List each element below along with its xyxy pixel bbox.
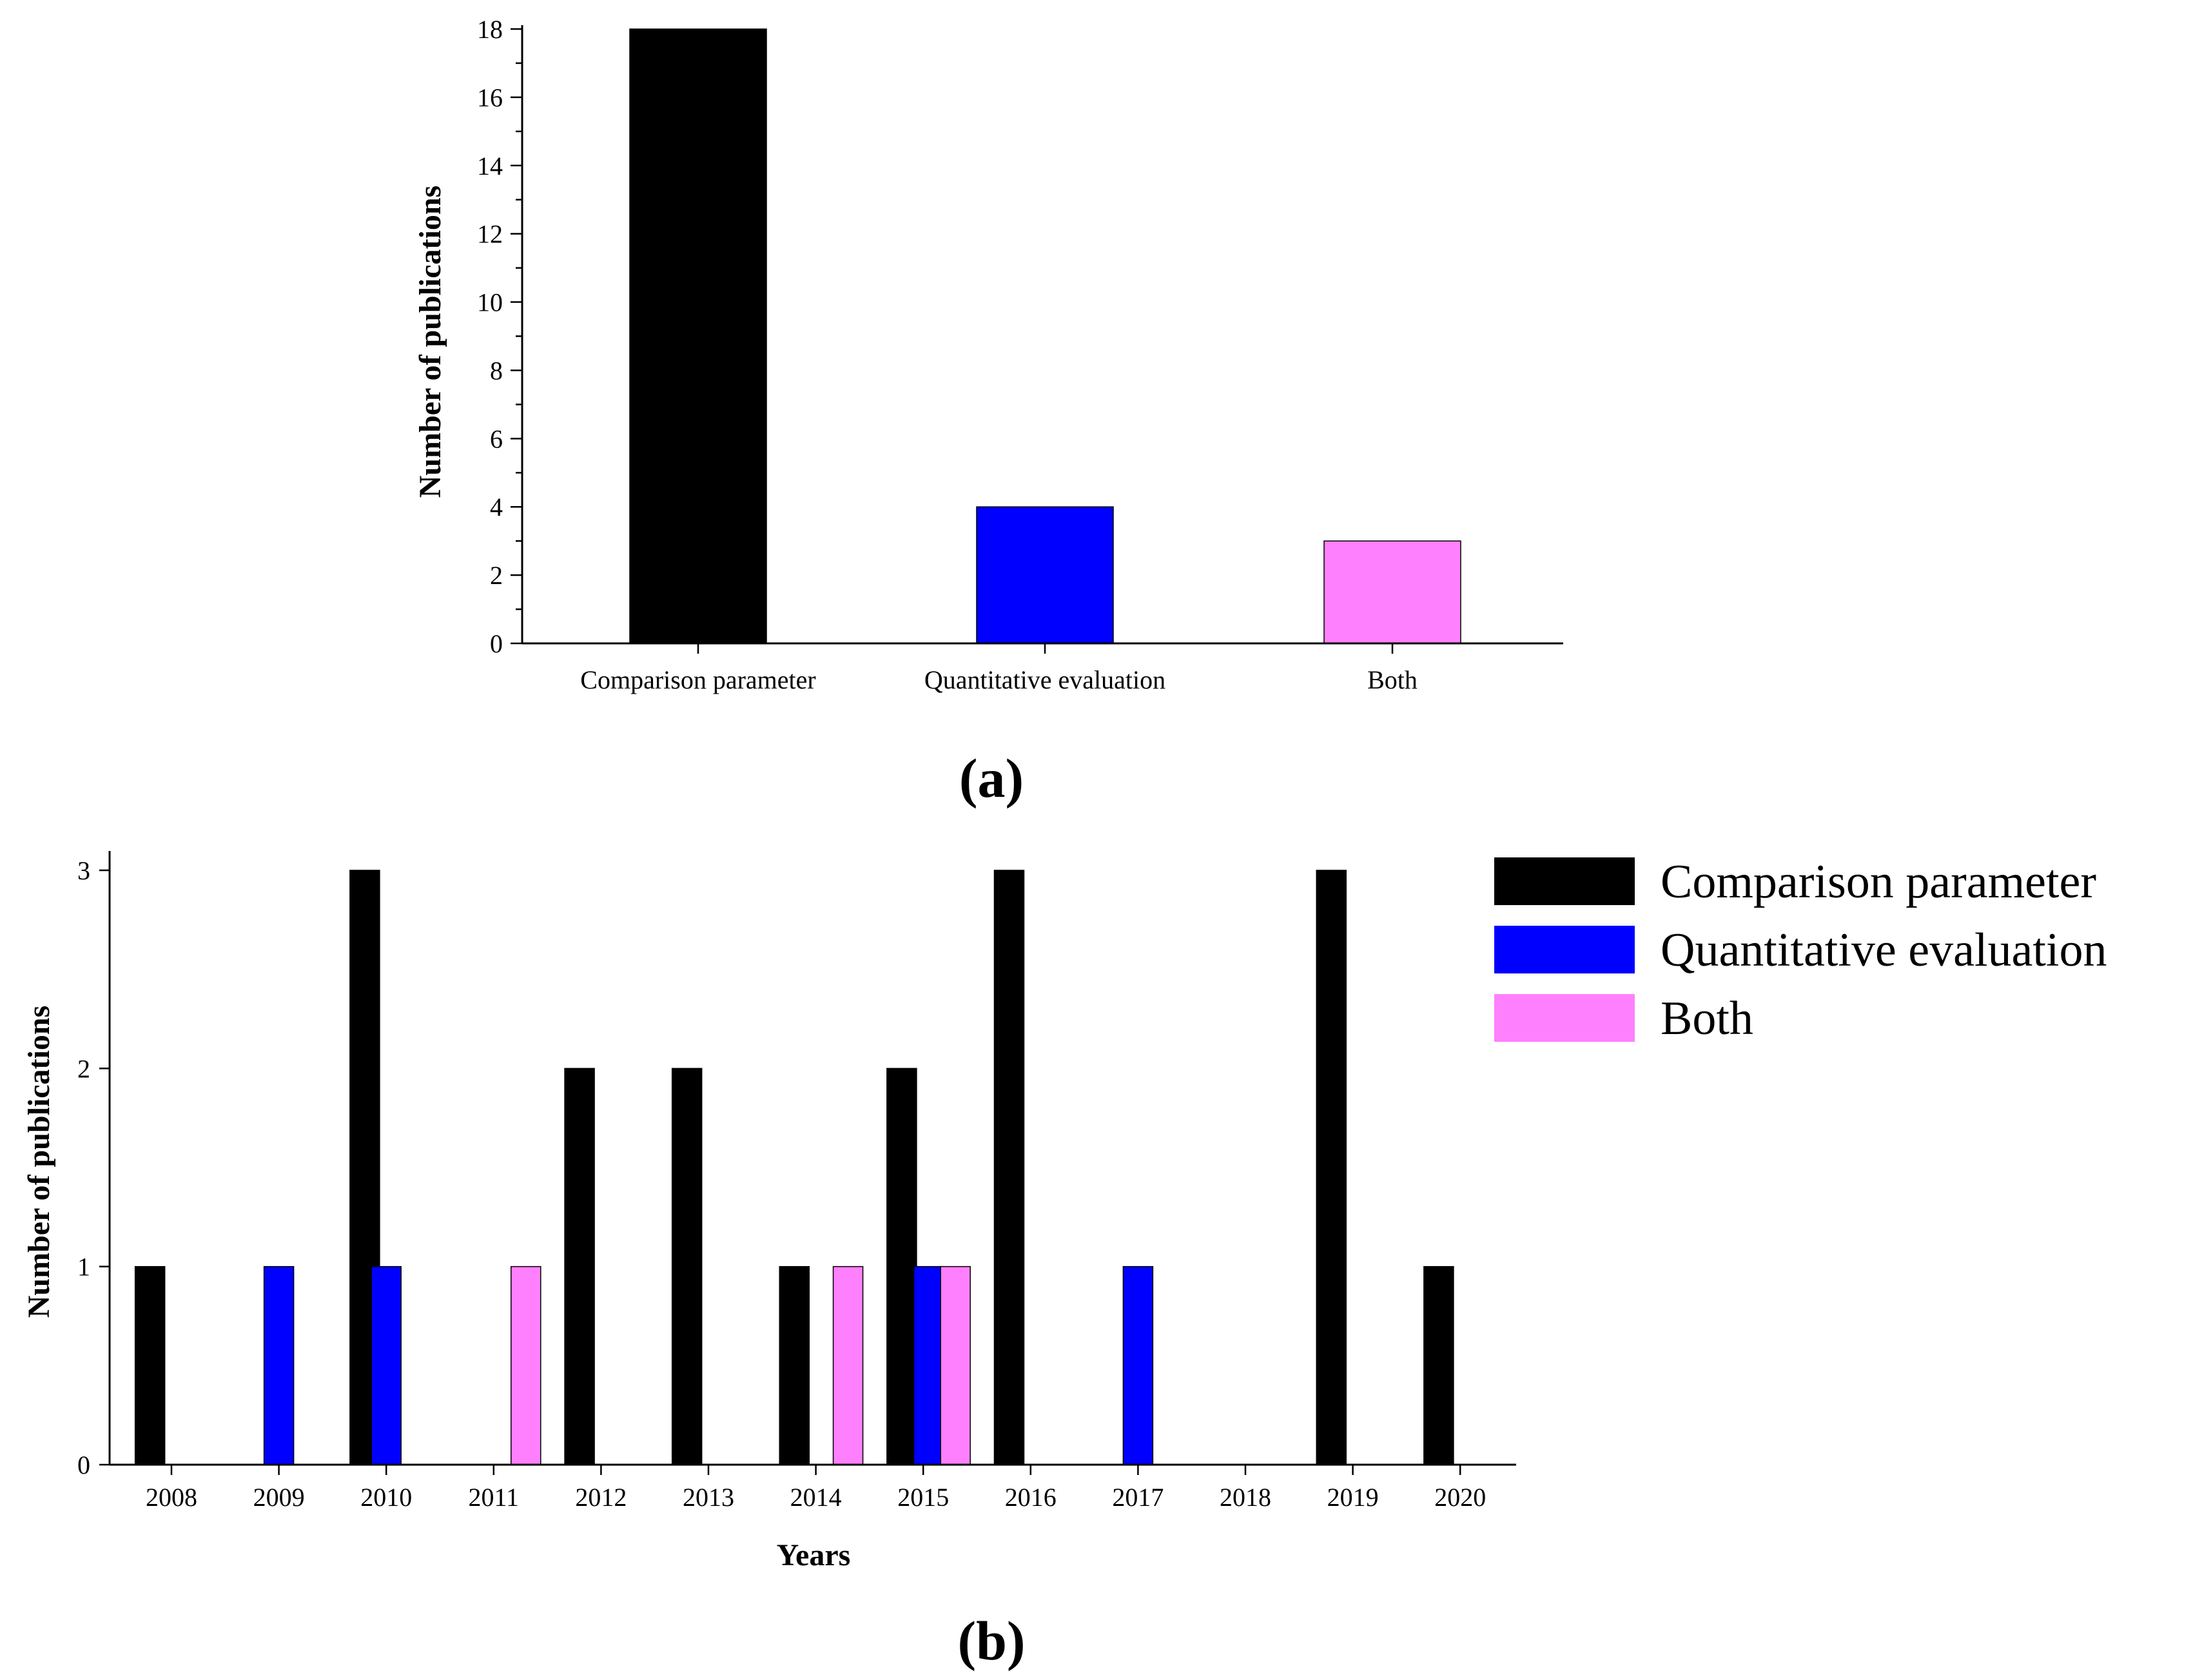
y-tick-label: 0 [77,1450,90,1480]
y-tick-label: 3 [77,856,90,885]
y-tick-label: 0 [490,629,503,658]
x-tick-label: 2016 [1005,1483,1057,1512]
bar-comparison-parameter-2020 [1423,1265,1454,1465]
y-tick-label: 2 [490,561,503,590]
x-tick-label: 2008 [146,1483,197,1512]
bar-comparison-parameter-2019 [1316,870,1347,1465]
bar-quantitative-evaluation-2017 [1122,1265,1154,1465]
legend-swatch [1494,994,1635,1042]
x-tick-label: Quantitative evaluation [924,665,1165,694]
x-tick-label: 2019 [1327,1483,1379,1512]
x-tick-label: 2017 [1112,1483,1164,1512]
bar-both-2011 [511,1265,541,1465]
bar-quantitative-evaluation [976,506,1114,644]
bar-quantitative-evaluation-2010 [371,1265,402,1465]
bar-comparison-parameter-2012 [564,1068,595,1465]
x-tick-label: 2018 [1220,1483,1271,1512]
x-tick-label: 2014 [790,1483,842,1512]
bar-quantitative-evaluation-2015 [913,1265,944,1465]
x-tick-label: Both [1367,665,1418,694]
x-tick-label: 2012 [575,1483,627,1512]
x-tick-label: 2013 [683,1483,734,1512]
bar-comparison-parameter-2014 [779,1265,810,1465]
x-tick-label: 2020 [1434,1483,1486,1512]
legend: Comparison parameter Quantitative evaluat… [1494,855,2107,1045]
y-tick-label: 1 [77,1253,90,1282]
y-tick-label: 2 [77,1054,90,1083]
bar-comparison-parameter-2008 [134,1265,166,1465]
panel-a-chart: 0 2 4 6 8 10 12 14 16 18 Comparison parameter Quant… [413,15,1563,809]
bar-both-2014 [832,1265,864,1465]
x-tick-label: 2015 [897,1483,949,1512]
y-tick-label: 10 [477,288,503,317]
y-tick-label: 12 [477,220,503,249]
bar-comparison-parameter-2016 [993,870,1025,1465]
y-tick-label: 6 [490,424,503,453]
x-tick-label: 2011 [469,1483,520,1512]
y-tick-label: 16 [477,83,503,112]
bar-comparison-parameter [629,28,767,644]
legend-label: Both [1661,992,1753,1045]
y-tick-label: 14 [477,151,503,181]
bar-both-2015 [940,1265,971,1465]
y-tick-label: 8 [490,356,503,385]
legend-swatch [1494,926,1635,973]
bar-comparison-parameter-2015 [886,1068,917,1465]
x-axis-title: Years [777,1538,851,1572]
legend-swatch [1494,857,1635,905]
x-tick-label: 2010 [360,1483,412,1512]
legend-label: Quantitative evaluation [1661,924,2107,977]
bar-quantitative-evaluation-2009 [263,1265,295,1465]
y-tick-label: 18 [477,15,503,44]
legend-label: Comparison parameter [1661,855,2096,908]
x-tick-label: Comparison parameter [580,665,815,694]
bar-both [1323,540,1461,644]
y-tick-label: 4 [490,493,503,522]
bar-comparison-parameter-2013 [671,1068,703,1465]
panel-label-a: (a) [959,747,1024,809]
panel-b-chart: 0 1 2 3 2008 2009 2010 2011 2012 2013 2014 2015 2016… [22,851,2107,1672]
y-axis-title: Number of publications [413,186,447,498]
y-axis-title: Number of publications [22,1006,56,1318]
x-tick-label: 2009 [253,1483,305,1512]
panel-label-b: (b) [957,1610,1025,1672]
